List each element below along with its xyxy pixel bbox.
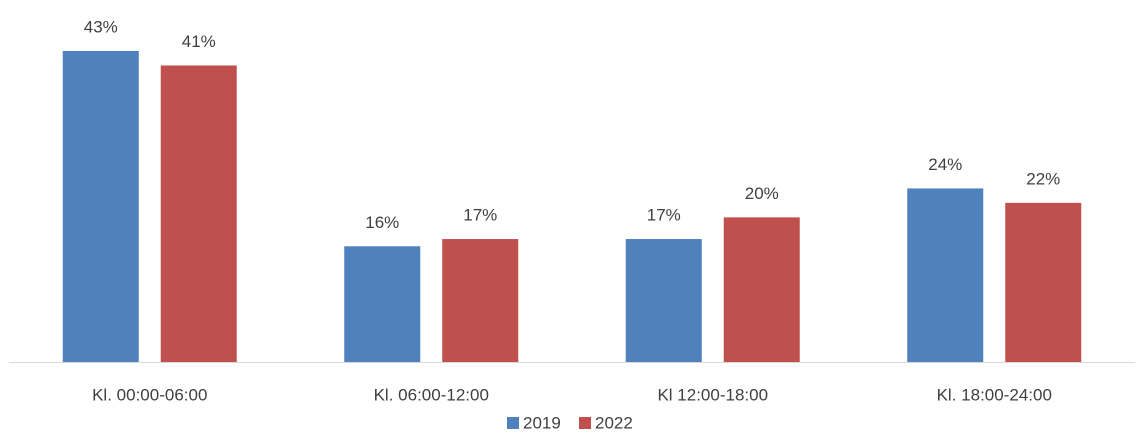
bar: [907, 188, 984, 362]
legend-label: 2019: [523, 413, 561, 432]
bar: [1005, 202, 1082, 362]
bar: [344, 246, 421, 362]
data-label: 43%: [84, 17, 118, 36]
x-tick-label: Kl. 06:00-12:00: [374, 385, 489, 404]
x-tick-label: Kl. 18:00-24:00: [937, 385, 1052, 404]
bar: [625, 239, 702, 362]
data-label: 41%: [182, 32, 216, 51]
data-label: 22%: [1026, 169, 1060, 188]
bar: [160, 65, 237, 362]
legend-swatch: [507, 417, 519, 429]
x-tick-label: Kl. 00:00-06:00: [92, 385, 207, 404]
legend-swatch: [579, 417, 591, 429]
legend-label: 2022: [595, 413, 633, 432]
bar: [62, 51, 139, 362]
data-label: 17%: [647, 206, 681, 225]
data-label: 24%: [928, 155, 962, 174]
data-label: 16%: [365, 213, 399, 232]
bar: [442, 239, 519, 362]
x-tick-label: Kl 12:00-18:00: [657, 385, 768, 404]
data-label: 17%: [463, 206, 497, 225]
data-label: 20%: [745, 184, 779, 203]
bar: [723, 217, 800, 362]
